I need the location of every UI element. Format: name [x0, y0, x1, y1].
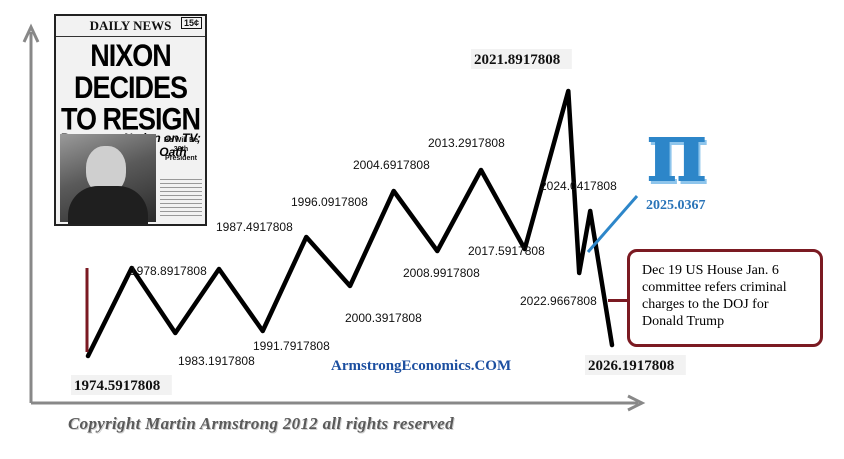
annotation-box: Dec 19 US House Jan. 6 committee refers … [627, 249, 823, 347]
newspaper-price: 15¢ [180, 17, 202, 29]
headline-line-1: NIXON DECIDES [73, 37, 188, 105]
label-bg-15 [585, 355, 686, 375]
point-label-14: 2024.0417808 [540, 179, 617, 193]
copyright-notice: Copyright Martin Armstrong 2012 all righ… [68, 414, 454, 433]
turning-point-9 [435, 249, 439, 253]
newspaper-photo [60, 134, 156, 224]
point-label-2: 1978.8917808 [130, 264, 207, 278]
turning-point-14 [588, 209, 592, 213]
turning-point-8 [392, 189, 396, 193]
point-label-15: 2026.1917808 [588, 358, 674, 374]
point-label-3: 1983.1917808 [178, 354, 255, 368]
label-bg-12 [471, 49, 572, 69]
pi-marker: π 2025.0367 [640, 110, 720, 214]
x-axis-arrow [627, 394, 646, 412]
headline-line-2: TO RESIGN [60, 101, 201, 137]
turning-point-12 [566, 89, 570, 93]
turning-point-6 [304, 235, 308, 239]
annotation-text: Dec 19 US House Jan. 6 committee refers … [642, 263, 787, 329]
chart-axes [22, 23, 646, 412]
newspaper-sidebar-text: He Will Be 38th President [163, 137, 199, 162]
pi-date-label: 2025.0367 [646, 198, 706, 213]
point-label-1: 1974.5917808 [74, 378, 160, 394]
point-label-5: 1991.7917808 [253, 339, 330, 353]
photo-suit [68, 186, 148, 224]
point-label-13: 2022.9667808 [520, 294, 597, 308]
turning-point-1 [86, 354, 90, 358]
point-label-10: 2013.2917808 [428, 136, 505, 150]
turning-point-4 [217, 267, 221, 271]
turning-point-3 [173, 331, 177, 335]
turning-point-5 [261, 329, 265, 333]
point-label-9: 2008.9917808 [403, 266, 480, 280]
turning-point-7 [348, 284, 352, 288]
turning-point-2 [130, 266, 134, 270]
annotation-connector [608, 299, 628, 302]
turning-point-10 [479, 168, 483, 172]
turning-point-13 [577, 271, 581, 275]
turning-point-11 [523, 247, 527, 251]
point-label-12: 2021.8917808 [474, 52, 560, 68]
point-label-11: 2017.5917808 [468, 244, 545, 258]
masthead-title: DAILY NEWS [89, 18, 172, 33]
turning-point-15 [610, 343, 614, 347]
pi-connector-line [586, 195, 639, 253]
point-label-7: 2000.3917808 [345, 311, 422, 325]
newspaper-headline: NIXON DECIDES TO RESIGN [56, 37, 205, 137]
point-label-8: 2004.6917808 [353, 158, 430, 172]
site-watermark: ArmstrongEconomics.COM [331, 358, 512, 374]
pi-icon: π [646, 102, 708, 201]
newspaper-front-page: DAILY NEWS 15¢ NIXON DECIDES TO RESIGN R… [54, 14, 207, 226]
point-label-6: 1996.0917808 [291, 195, 368, 209]
y-axis-arrow [22, 23, 40, 43]
point-label-4: 1987.4917808 [216, 220, 293, 234]
cycle-line-group [85, 88, 639, 359]
turning-point-labels: 1974.5917808 1978.8917808 1983.1917808 1987… [71, 49, 686, 395]
newspaper-masthead: DAILY NEWS 15¢ [56, 16, 205, 37]
newspaper-column-lines [160, 176, 202, 216]
label-bg-1 [71, 375, 172, 395]
